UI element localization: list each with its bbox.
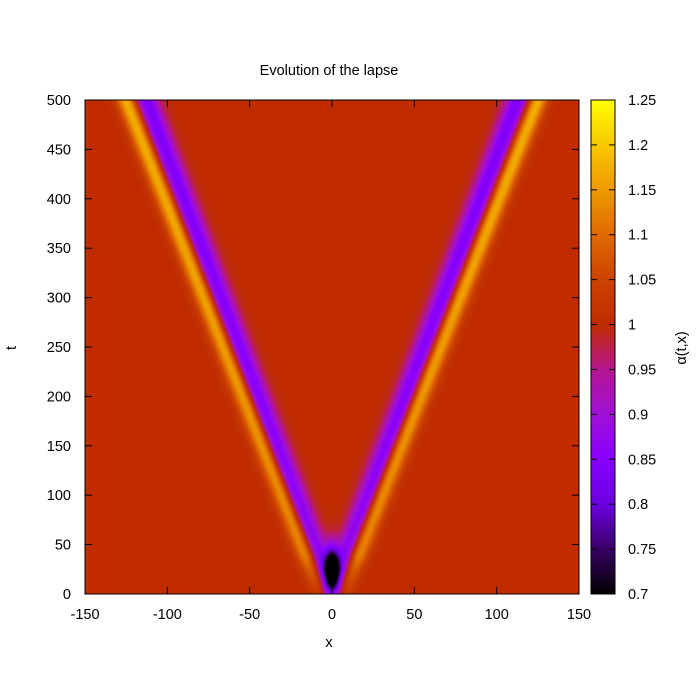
colorbar-tick-label: 1 [628, 318, 636, 334]
colorbar: 0.7 0.75 0.8 0.85 0.9 0.95 1 1.05 1.1 1.15 1.2 1.25… [590, 93, 690, 603]
x-tick-label: 150 [567, 607, 591, 623]
y-tick-label: 500 [47, 93, 71, 109]
colorbar-tick-label: 0.8 [628, 497, 648, 513]
y-axis-ticks: 0 50 100 150 200 250 300 350 400 450 500 [47, 93, 579, 603]
x-axis-label: x [325, 635, 333, 651]
colorbar-tick-label: 0.85 [628, 452, 656, 468]
colorbar-ticks: 0.7 0.75 0.8 0.85 0.9 0.95 1 1.05 1.1 1.15 1.2 1.25 [591, 93, 656, 603]
x-axis-ticks: -150 -100 -50 0 50 100 150 [70, 100, 591, 623]
colorbar-tick-label: 1.1 [628, 228, 648, 244]
y-tick-label: 150 [47, 439, 71, 455]
chart-title: Evolution of the lapse [260, 63, 399, 79]
y-tick-label: 350 [47, 241, 71, 257]
colorbar-gradient [591, 100, 615, 594]
y-axis-label: t [4, 346, 20, 350]
x-tick-label: 100 [485, 607, 509, 623]
colorbar-tick-label: 1.25 [628, 93, 656, 109]
colorbar-tick-label: 0.9 [628, 407, 648, 423]
y-tick-label: 50 [55, 538, 71, 554]
y-tick-label: 300 [47, 291, 71, 307]
y-tick-label: 450 [47, 142, 71, 158]
colorbar-tick-label: 0.75 [628, 542, 656, 558]
x-tick-label: -100 [153, 607, 182, 623]
y-tick-label: 400 [47, 192, 71, 208]
plot-area [84, 99, 580, 595]
x-tick-label: -50 [239, 607, 260, 623]
colorbar-tick-label: 0.95 [628, 362, 656, 378]
y-tick-label: 250 [47, 340, 71, 356]
y-tick-label: 100 [47, 488, 71, 504]
x-tick-label: 50 [406, 607, 422, 623]
colorbar-tick-label: 0.7 [628, 587, 648, 603]
colorbar-tick-label: 1.2 [628, 138, 648, 154]
colorbar-tick-label: 1.15 [628, 183, 656, 199]
heatmap-image [85, 100, 579, 594]
colorbar-frame [590, 99, 616, 595]
x-tick-label: 0 [328, 607, 336, 623]
colorbar-tick-label: 1.05 [628, 273, 656, 289]
y-tick-label: 200 [47, 389, 71, 405]
x-tick-label: -150 [70, 607, 99, 623]
colorbar-label: α(t,x) [674, 331, 690, 364]
y-tick-label: 0 [63, 587, 71, 603]
